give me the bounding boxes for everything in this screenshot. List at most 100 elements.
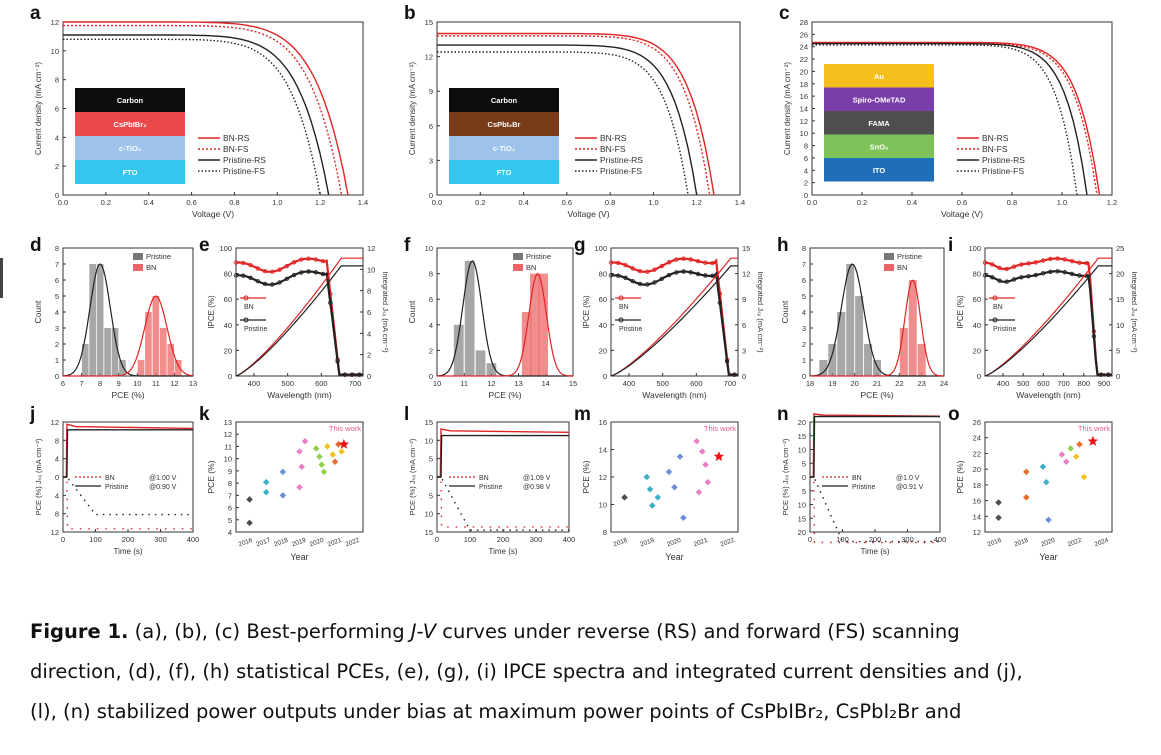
spo-l-xlabel: Time (s) xyxy=(488,547,517,556)
jv-a-xtick-label: 0.4 xyxy=(143,198,153,207)
scatter-k-point xyxy=(320,468,328,476)
ipce-i-ipce-bn-marker xyxy=(1069,259,1075,264)
hist-d-bar-pristine xyxy=(104,328,111,376)
hist-f-xlabel: PCE (%) xyxy=(488,390,521,400)
jv-b-stack-label: c-TiO₂ xyxy=(493,144,515,153)
scatter-o-ytick-label: 26 xyxy=(973,418,981,427)
ipce-g-ipce-bn-marker xyxy=(688,257,694,262)
spo-j-xtick-label: 100 xyxy=(89,535,102,544)
ipce-i-ipce-bn-marker xyxy=(1048,256,1053,262)
ipce-i-ipce-pristine-marker xyxy=(1026,274,1031,279)
scatter-o-point xyxy=(1023,468,1030,476)
figure-1: a0.0 0.2 0.4 0.6 0.8 1.0 1.2 1.4024681012Voltag… xyxy=(29,3,1139,562)
hist-h-ytick-label: 1 xyxy=(802,356,806,365)
jv-c-ytick-label: 10 xyxy=(800,129,808,138)
scatter-o-point xyxy=(1023,494,1030,501)
hist-f-ytick-label: 2 xyxy=(429,346,433,355)
ipce-g-y2-ytick-label: 12 xyxy=(742,270,750,279)
ipce-e-ipce-bn-marker xyxy=(248,262,253,268)
scatter-o-xtick-label: 2022 xyxy=(1067,537,1083,549)
hist-f-bar-bn xyxy=(521,312,532,376)
spo-l-ytick-label: 5 xyxy=(429,491,433,500)
jv-a-legend-label: BN-FS xyxy=(223,144,249,154)
jv-b-ytick-label: 3 xyxy=(429,156,433,165)
ipce-i-integrated-pristine xyxy=(984,265,1112,377)
hist-f-ylabel: Count xyxy=(407,300,417,323)
ipce-e-ipce-pristine-marker xyxy=(313,270,319,275)
ipce-e-ipce-pristine-marker xyxy=(284,276,289,282)
hist-f-bar-pristine xyxy=(486,363,497,376)
jv-a-stack-layer xyxy=(75,136,185,160)
hist-h-bar-pristine xyxy=(846,264,855,376)
jv-b-ytick-label: 15 xyxy=(425,18,433,27)
jv-c-stack-label: Au xyxy=(874,72,884,81)
jv-a-stack-layer xyxy=(75,112,185,136)
spo-j-ytick-label: 8 xyxy=(55,510,59,519)
ipce-e-ipce-bn-marker xyxy=(291,260,297,265)
scatter-o-xtick-label: 2024 xyxy=(1093,537,1109,549)
hist-f-xtick-label: 14 xyxy=(542,379,550,388)
ipce-i-y2-ytick-label: 20 xyxy=(1116,270,1124,279)
jv-b-xtick-label: 1.0 xyxy=(648,198,658,207)
ipce-g-ipce-pristine-marker xyxy=(645,282,650,287)
star-icon xyxy=(338,438,350,449)
ipce-i-ipce-pristine-marker xyxy=(997,278,1002,283)
scatter-k-point xyxy=(331,458,339,465)
star-icon xyxy=(1087,435,1099,446)
jv-a-stack-label: CsPbIBr₂ xyxy=(114,120,147,129)
ipce-e-ipce-bn-marker xyxy=(241,260,246,266)
scatter-k-point xyxy=(335,441,342,448)
scatter-m-xtick-label: 2018 xyxy=(612,537,628,549)
hist-h-bar-pristine xyxy=(864,344,873,376)
scatter-m-ylabel: PCE (%) xyxy=(581,460,591,493)
spo-l-legend-name: BN xyxy=(479,475,489,482)
scatter-k-ytick-label: 12 xyxy=(224,430,232,439)
scatter-m-xtick-label: 2020 xyxy=(666,537,682,549)
scatter-k-ytick-label: 8 xyxy=(228,479,232,488)
caption-jv: J-V xyxy=(410,620,437,643)
jv-a-legend-label: Pristine-RS xyxy=(223,155,266,165)
ipce-e-legend-marker xyxy=(243,317,249,323)
ipce-g-ipce-bn-marker xyxy=(630,266,635,271)
spo-l-xtick-label: 400 xyxy=(563,535,576,544)
jv-b-curve-1 xyxy=(437,35,711,196)
ipce-e-y2label: Integrated Jₛₓ (mA cm⁻²) xyxy=(381,271,390,353)
panel-letter-g: g xyxy=(574,235,586,256)
ipce-i-y2-ytick-label: 15 xyxy=(1116,295,1124,304)
ipce-g-ipce-bn-marker xyxy=(703,260,708,265)
scatter-o-axes xyxy=(984,421,1113,533)
ipce-i-legend-marker xyxy=(992,317,998,323)
hist-f-ytick-label: 6 xyxy=(429,295,433,304)
hist-h-xtick-label: 21 xyxy=(873,379,881,388)
jv-c-ytick-label: 4 xyxy=(804,166,808,175)
ipce-e-integrated-bn xyxy=(235,257,363,377)
scatter-o-point xyxy=(1076,441,1083,448)
jv-c-xtick-label: 0.0 xyxy=(807,198,817,207)
scatter-k-ytick-label: 4 xyxy=(228,528,232,537)
scatter-m-axes xyxy=(610,421,739,533)
jv-b-legend-label: BN-FS xyxy=(600,144,626,154)
scatter-k-point xyxy=(312,445,320,452)
ipce-i-ipce-pristine-marker xyxy=(1106,372,1111,377)
jv-b-ylabel: Current density (mA cm⁻²) xyxy=(408,62,417,155)
ipce-e-ipce-pristine-marker xyxy=(335,359,340,364)
hist-f-legend-label: BN xyxy=(526,263,536,272)
spo-l-ytick-label: 15 xyxy=(425,418,433,427)
spo-j-ytick-label: 12 xyxy=(51,528,59,537)
jv-b-legend-label: Pristine-RS xyxy=(600,155,643,165)
spo-n-legend-bias: @1.0 V xyxy=(896,475,920,482)
figure-caption: Figure 1. (a), (b), (c) Best-performing … xyxy=(30,612,1134,732)
spo-l-ytick-label: 0 xyxy=(429,473,433,482)
hist-h-legend-swatch xyxy=(884,253,894,260)
scatter-o-point xyxy=(995,514,1002,522)
ipce-i-y2-ytick-label: 10 xyxy=(1116,321,1124,330)
jv-b-curve-2 xyxy=(437,44,698,196)
jv-b-xlabel: Voltage (V) xyxy=(567,209,609,219)
jv-c-ytick-label: 18 xyxy=(800,80,808,89)
spo-l-ytick-label: 10 xyxy=(425,436,433,445)
spo-n-ytick-label: 5 xyxy=(802,459,806,468)
hist-h-legend-label: BN xyxy=(897,263,907,272)
scatter-m-xtick-label: 2021 xyxy=(693,537,709,549)
jv-a-ytick-label: 8 xyxy=(55,76,59,85)
scatter-o-xtick-label: 2020 xyxy=(1040,537,1056,549)
